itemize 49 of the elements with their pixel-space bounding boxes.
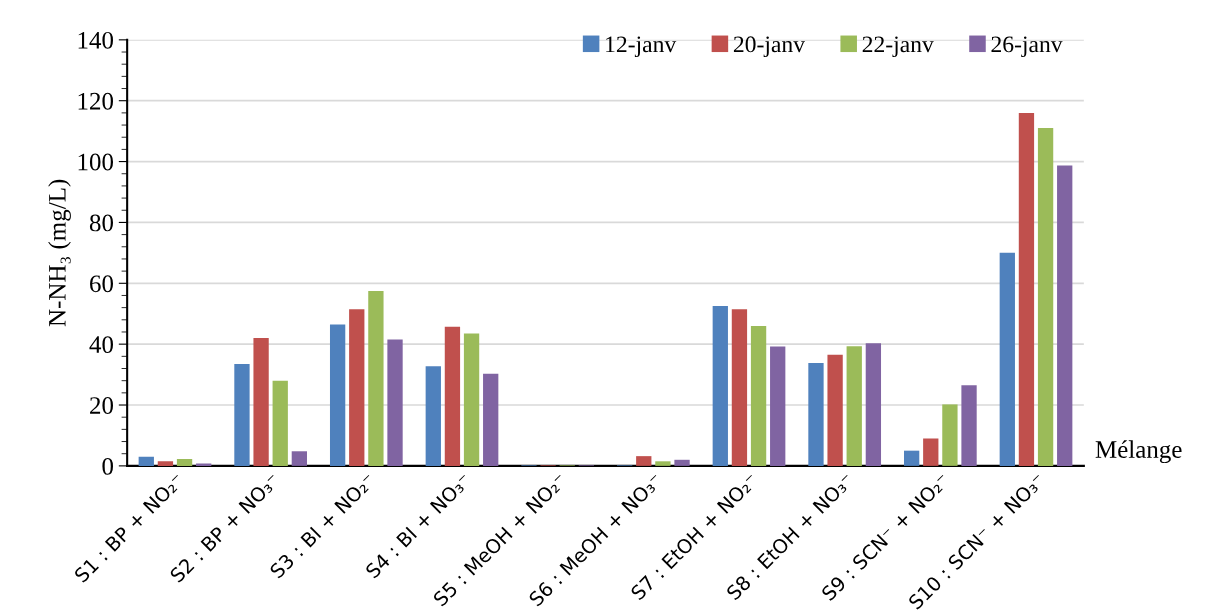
bar bbox=[1057, 165, 1073, 466]
bar bbox=[865, 343, 882, 466]
bar bbox=[463, 333, 480, 466]
bar bbox=[770, 346, 786, 466]
bar bbox=[808, 363, 824, 466]
y-tick-label: 80 bbox=[89, 214, 114, 232]
bar bbox=[942, 404, 958, 466]
bar bbox=[846, 346, 862, 466]
y-tick-label: 100 bbox=[78, 153, 114, 171]
legend-label: 12-janv bbox=[606, 36, 677, 58]
x-axis-title: Mélange bbox=[1095, 440, 1182, 464]
y-tick-label: 20 bbox=[90, 397, 114, 414]
bar bbox=[483, 373, 499, 466]
legend-label: 26-janv bbox=[991, 36, 1063, 58]
bar bbox=[329, 324, 346, 466]
bar bbox=[903, 450, 920, 466]
bar bbox=[253, 338, 269, 466]
bar bbox=[425, 366, 441, 466]
bar bbox=[1037, 128, 1054, 466]
bar bbox=[636, 456, 652, 466]
bar bbox=[961, 385, 977, 466]
bar bbox=[999, 252, 1015, 466]
y-tick-label: 120 bbox=[78, 92, 114, 110]
bar bbox=[196, 463, 212, 466]
legend-label: 22-janv bbox=[862, 36, 934, 58]
y-axis-title: N-NH₃ (mg/L) bbox=[48, 179, 71, 327]
bar bbox=[674, 459, 690, 466]
bar bbox=[827, 354, 843, 466]
bar bbox=[176, 458, 193, 466]
y-tick-label: 140 bbox=[78, 31, 114, 49]
bar bbox=[655, 461, 671, 466]
bar bbox=[444, 326, 461, 466]
bar bbox=[368, 290, 384, 466]
bar bbox=[138, 456, 154, 466]
bar bbox=[157, 461, 174, 466]
y-tick-label: 40 bbox=[89, 336, 114, 354]
bar bbox=[731, 309, 748, 466]
bar bbox=[1018, 112, 1035, 466]
legend-label: 20-janv bbox=[733, 36, 806, 58]
bar bbox=[750, 325, 767, 466]
bar bbox=[923, 438, 939, 466]
bar bbox=[387, 339, 403, 466]
bar bbox=[712, 306, 728, 466]
bar bbox=[272, 380, 288, 466]
bar bbox=[349, 309, 365, 466]
bar bbox=[291, 451, 308, 466]
y-tick-label: 0 bbox=[102, 457, 114, 475]
y-tick-label: 60 bbox=[90, 275, 114, 293]
bar bbox=[234, 363, 250, 466]
